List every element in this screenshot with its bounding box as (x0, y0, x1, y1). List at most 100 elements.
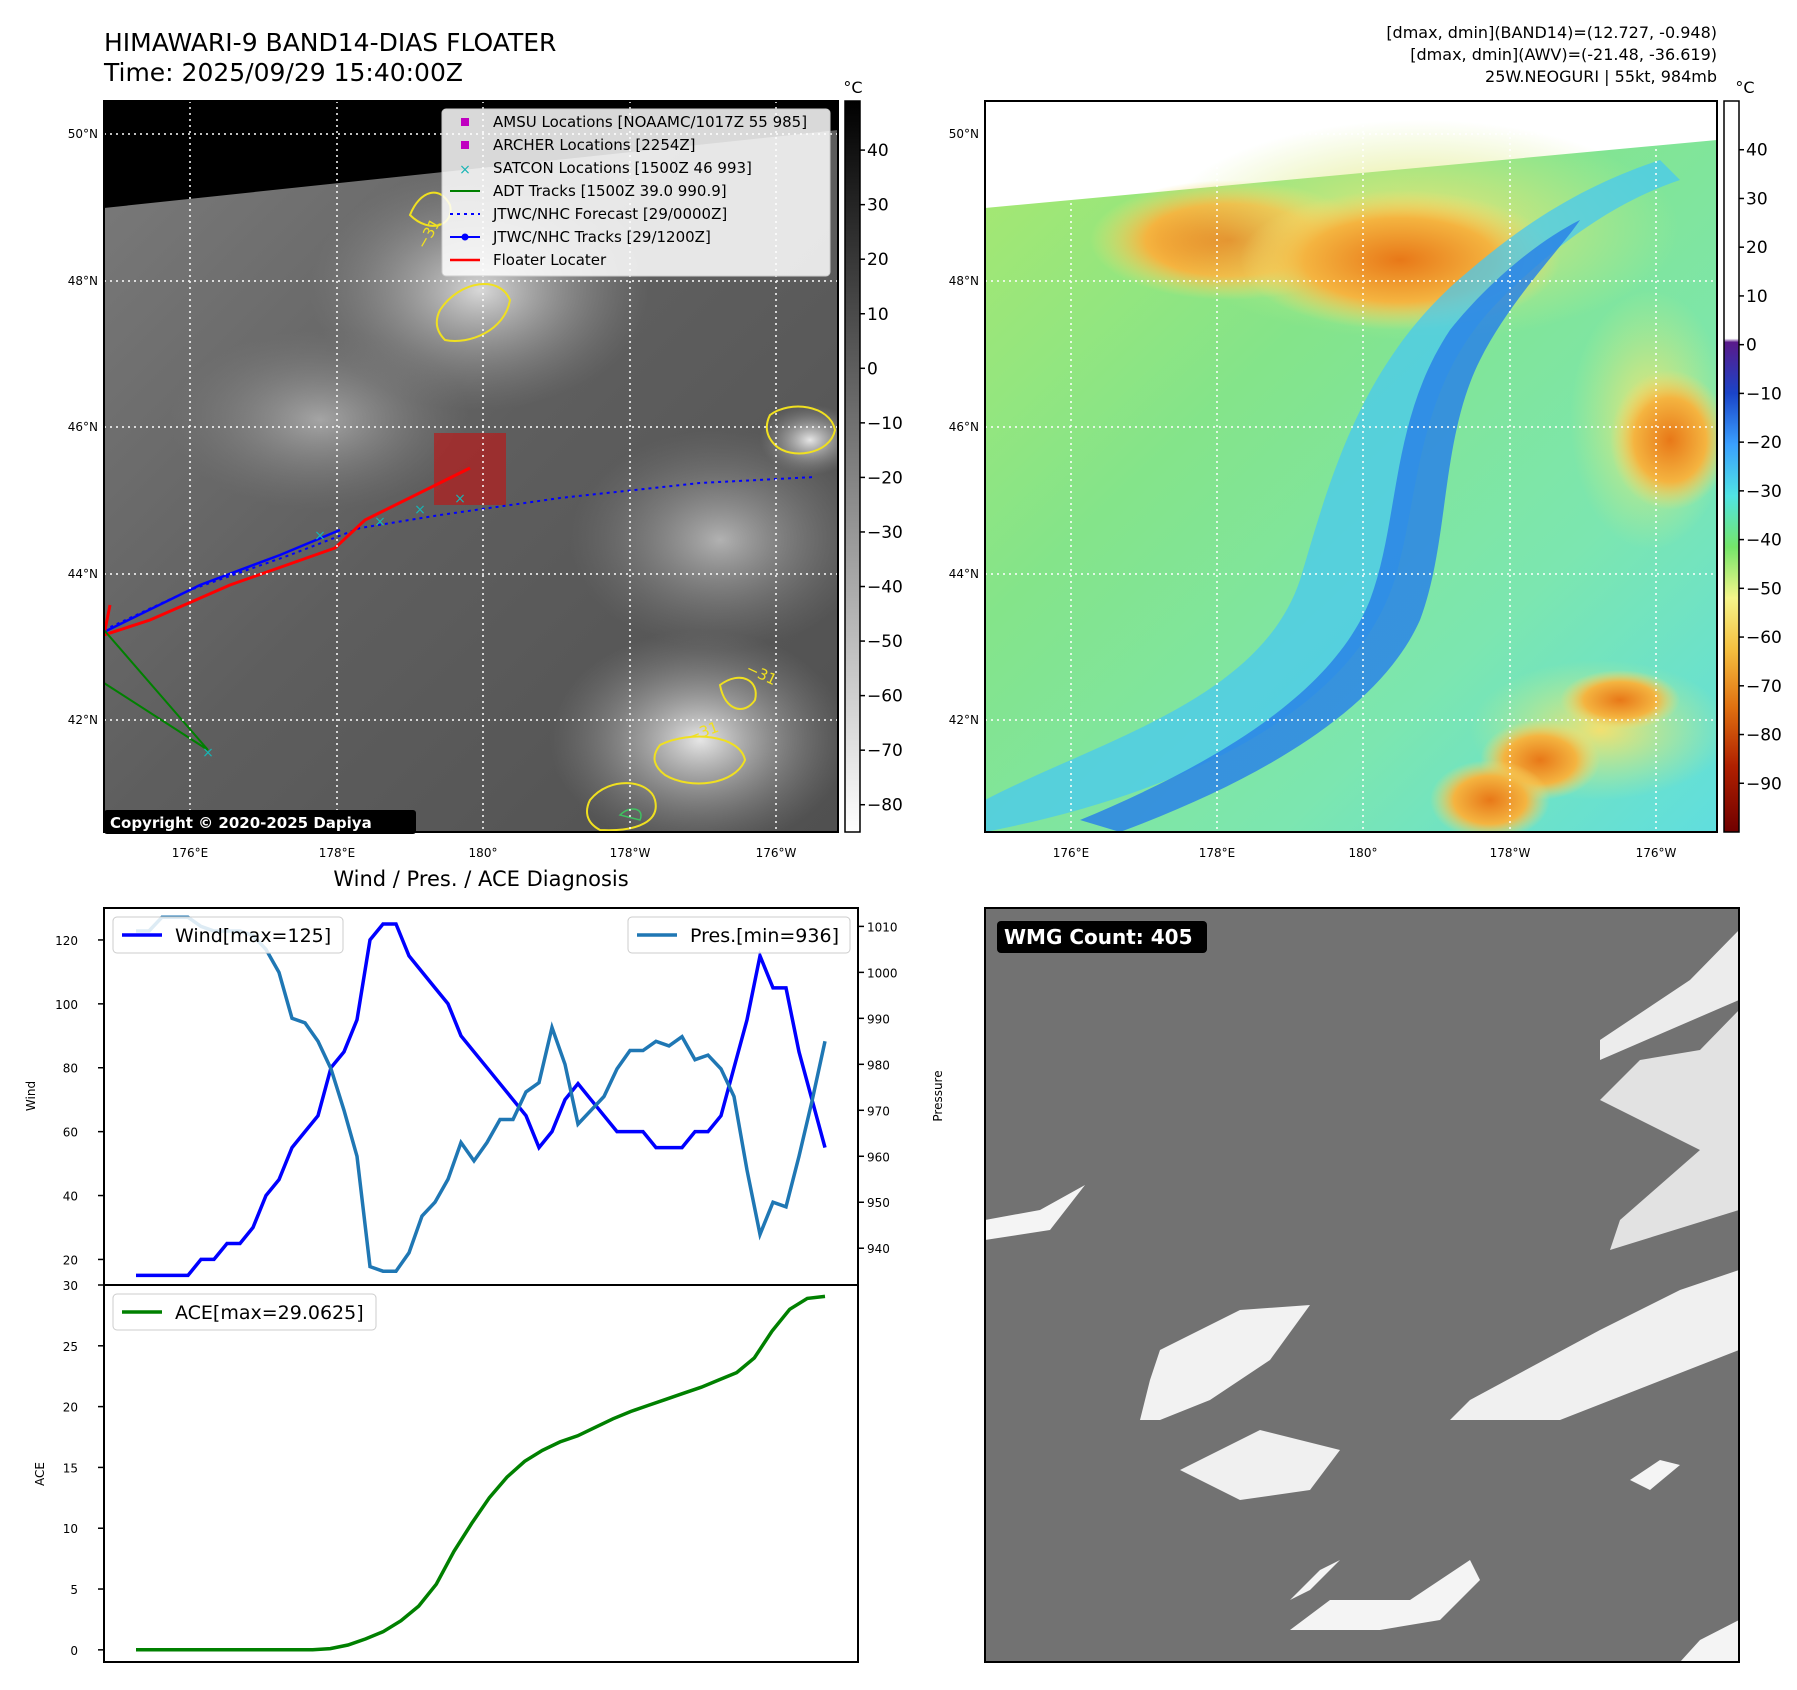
pressure-tick-label: 1010 (867, 920, 898, 934)
lat-tick-label: 46°N (68, 420, 98, 434)
legend-label-floater: Floater Locater (493, 251, 607, 269)
wv-colorbar-unit: °C (1735, 78, 1754, 97)
ir-colorbar-tick-label: −50 (867, 632, 903, 652)
wind-axis-ticks: 20 40 60 80 100 120 (55, 934, 104, 1267)
legend-marker-archer (461, 141, 469, 149)
ace-tick-label: 0 (70, 1644, 78, 1658)
wv-colorbar-tick-label: −60 (1746, 628, 1782, 648)
copyright-text: Copyright © 2020-2025 Dapiya (110, 814, 372, 832)
ace-series-line (136, 1294, 826, 1652)
stats-storm: 25W.NEOGURI | 55kt, 984mb (1485, 67, 1717, 86)
legend-label-adt: ADT Tracks [1500Z 39.0 990.9] (493, 182, 727, 200)
wv-colorbar-tick-label: −10 (1746, 384, 1782, 404)
ir-colorbar-unit: °C (843, 78, 862, 97)
lat-tick-label: 46°N (949, 420, 979, 434)
legend-marker-amsu (461, 118, 469, 126)
lon-tick-label: 176°W (756, 846, 797, 860)
jtwc-track-line (104, 528, 341, 634)
legend-label-amsu: AMSU Locations [NOAAMC/1017Z 55 985] (493, 113, 807, 131)
wv-colorbar-tick-label: −50 (1746, 579, 1782, 599)
floater-locater-line (104, 466, 471, 637)
wv-colorbar-tick-label: 20 (1746, 238, 1768, 258)
pressure-tick-label: 940 (867, 1242, 890, 1256)
figure-title: HIMAWARI-9 BAND14-DIAS FLOATER (104, 28, 556, 57)
wv-imagery (985, 101, 1717, 832)
wind-tick-label: 80 (63, 1062, 78, 1076)
wind-legend-label: Wind[max=125] (175, 925, 331, 947)
lat-tick-label: 42°N (949, 713, 979, 727)
lon-tick-label: 176°E (172, 846, 209, 860)
pressure-ylabel: Pressure (931, 1070, 945, 1121)
pressure-legend: Pres.[min=936] (627, 916, 851, 954)
chart-title: Wind / Pres. / ACE Diagnosis (333, 867, 628, 891)
legend-label-archer: ARCHER Locations [2254Z] (493, 136, 696, 154)
wind-tick-label: 20 (63, 1253, 78, 1267)
legend-marker-tracks-dot (461, 233, 469, 241)
satcon-marker: × (202, 745, 214, 761)
satcon-marker: × (414, 502, 426, 518)
wind-tick-label: 120 (55, 934, 78, 948)
wmg-frame (984, 907, 1740, 1663)
ace-axis-ticks: 0 5 10 15 20 25 30 (63, 1279, 104, 1658)
ir-colorbar-tick-label: −60 (867, 687, 903, 707)
wv-colorbar-tick-label: 10 (1746, 287, 1768, 307)
lon-tick-label: 178°E (319, 846, 356, 860)
legend-marker-satcon: × (459, 162, 471, 178)
wmg-imagery (985, 908, 1739, 1662)
wmg-badge (997, 921, 1207, 953)
wmg-count-text: WMG Count: 405 (1004, 925, 1193, 949)
legend-label-satcon: SATCON Locations [1500Z 46 993] (493, 159, 752, 177)
wv-colorbar-tick-label: 40 (1746, 141, 1768, 161)
lon-tick-label: 180° (1349, 846, 1378, 860)
satcon-marker: × (374, 514, 386, 530)
ir-colorbar-ticks: 40 30 20 10 0 −10 −20 −30 −40 −50 −60 −70 −80 (860, 141, 903, 816)
wmg-panel: WMG Count: 405 (984, 907, 1740, 1663)
adt-track-line (104, 629, 209, 751)
ir-frame (103, 100, 839, 833)
ace-tick-label: 15 (63, 1461, 78, 1475)
wind-tick-label: 40 (63, 1190, 78, 1204)
ace-tick-label: 30 (63, 1279, 78, 1293)
wv-colorbar (1723, 100, 1740, 833)
ir-colorbar-tick-label: −30 (867, 523, 903, 543)
ace-tick-label: 20 (63, 1401, 78, 1415)
wind-pressure-chart: 20 40 60 80 100 120 940 950 960 970 980 990 1000 101… (24, 907, 945, 1286)
lat-tick-label: 42°N (68, 713, 98, 727)
ir-legend: AMSU Locations [NOAAMC/1017Z 55 985] ARC… (441, 108, 831, 277)
lon-tick-label: 176°W (1636, 846, 1677, 860)
ace-tick-label: 25 (63, 1340, 78, 1354)
copyright-badge (104, 810, 416, 834)
wind-legend: Wind[max=125] (112, 916, 344, 954)
lon-tick-label: 178°W (1490, 846, 1531, 860)
ace-chart: 0 5 10 15 20 25 30 ACE ACE[max=29.0625] (33, 1279, 859, 1663)
pressure-tick-label: 960 (867, 1150, 890, 1164)
pressure-tick-label: 970 (867, 1104, 890, 1118)
wv-colorbar-tick-label: 30 (1746, 189, 1768, 209)
pressure-legend-label: Pres.[min=936] (690, 925, 839, 947)
lat-tick-label: 50°N (949, 127, 979, 141)
map-axis-labels: 50°N 48°N 46°N 44°N 42°N 176°E 178°E 180° 178°W 1… (68, 127, 1677, 860)
ir-colorbar-tick-label: −80 (867, 796, 903, 816)
ir-colorbar-tick-label: 10 (867, 305, 889, 325)
ace-legend: ACE[max=29.0625] (112, 1293, 377, 1331)
ir-colorbar (844, 100, 861, 833)
ace-axes-frame (103, 1284, 859, 1663)
wind-ylabel: Wind (24, 1081, 38, 1111)
pressure-tick-label: 950 (867, 1196, 890, 1210)
lat-tick-label: 44°N (68, 567, 98, 581)
stats-awv: [dmax, dmin](AWV)=(-21.48, -36.619) (1410, 45, 1717, 64)
ir-panel: −31 −31 −31 × × × × × (103, 78, 903, 834)
wv-colorbar-tick-label: −80 (1746, 726, 1782, 746)
wv-panel: °C 40 30 20 10 0 −10 −20 −30 −40 −50 −60 −70 −80 −90 (984, 78, 1782, 833)
ir-colorbar-tick-label: 30 (867, 196, 889, 216)
pressure-tick-label: 990 (867, 1012, 890, 1026)
lon-tick-label: 180° (469, 846, 498, 860)
wv-colorbar-tick-label: −20 (1746, 433, 1782, 453)
ace-ylabel: ACE (33, 1462, 47, 1486)
lat-tick-label: 48°N (68, 274, 98, 288)
ir-colorbar-tick-label: 40 (867, 141, 889, 161)
pressure-tick-label: 980 (867, 1058, 890, 1072)
legend-label-tracks: JTWC/NHC Tracks [29/1200Z] (492, 228, 711, 246)
pressure-axis-ticks: 940 950 960 970 980 990 1000 1010 (858, 920, 898, 1256)
